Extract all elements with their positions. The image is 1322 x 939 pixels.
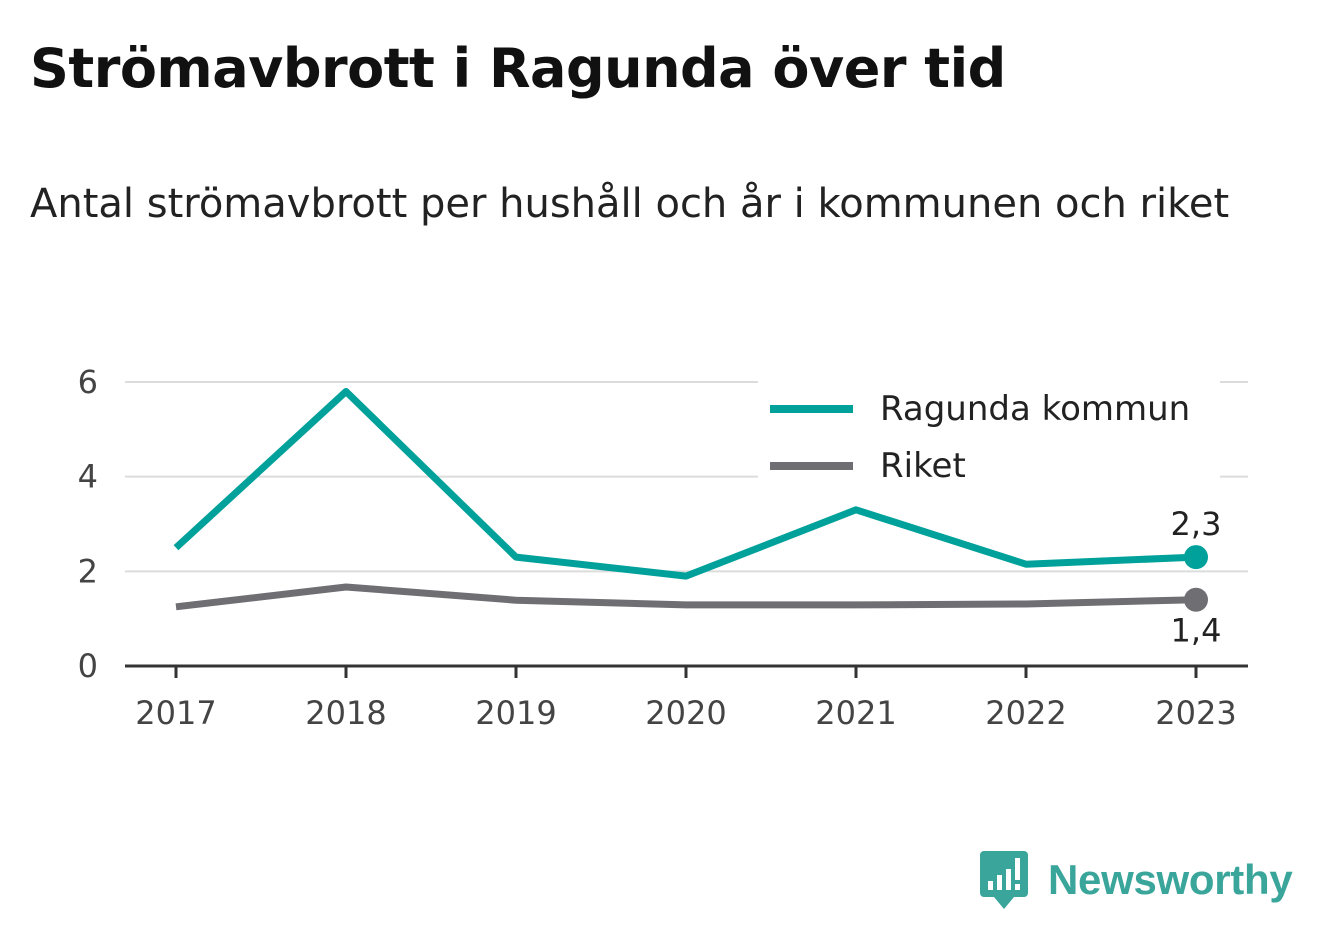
page-title: Strömavbrott i Ragunda över tid xyxy=(30,37,1006,100)
x-tick-label: 2020 xyxy=(645,694,726,732)
x-tick-label: 2022 xyxy=(985,694,1066,732)
series-end-point xyxy=(1184,587,1208,612)
data-labels: 2,3 1,4 xyxy=(1171,505,1222,650)
newsworthy-logo-icon xyxy=(980,851,1028,909)
brand-name: Newsworthy xyxy=(1048,856,1293,903)
chart-subtitle: Antal strömavbrott per hushåll och år i … xyxy=(30,181,1230,227)
y-axis: 0 2 4 6 xyxy=(78,363,98,685)
newsworthy-logo: Newsworthy xyxy=(980,848,1293,912)
legend: Ragunda kommun Riket xyxy=(758,380,1220,486)
y-tick-label: 0 xyxy=(78,647,98,685)
y-tick-label: 4 xyxy=(78,458,98,496)
y-tick-label: 6 xyxy=(78,363,98,401)
x-tick-label: 2023 xyxy=(1155,694,1236,732)
x-tick-label: 2019 xyxy=(475,694,556,732)
series-line xyxy=(173,388,1197,580)
legend-label: Ragunda kommun xyxy=(880,389,1190,429)
x-tick-label: 2018 xyxy=(305,694,386,732)
y-tick-label: 2 xyxy=(78,552,98,590)
legend-label: Riket xyxy=(880,446,966,486)
series-lines xyxy=(173,388,1208,612)
data-label: 1,4 xyxy=(1171,612,1222,650)
series-end-point xyxy=(1184,545,1208,570)
data-label: 2,3 xyxy=(1171,505,1222,543)
x-axis: 2017 2018 2019 2020 2021 2022 2023 xyxy=(125,664,1248,732)
x-tick-label: 2021 xyxy=(815,694,896,732)
x-tick-label: 2017 xyxy=(135,694,216,732)
series-line xyxy=(175,583,1197,611)
